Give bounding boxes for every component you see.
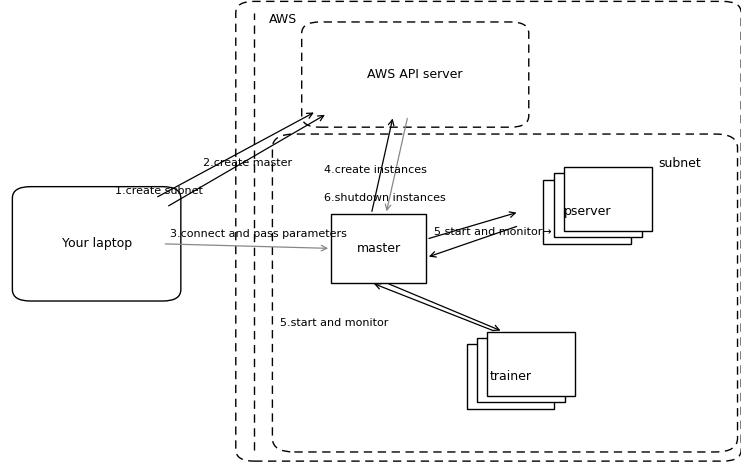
Bar (476, 338, 565, 402)
Text: 4.create instances: 4.create instances (324, 165, 427, 175)
Text: 1.create subnet: 1.create subnet (115, 186, 203, 196)
Text: pserver: pserver (564, 205, 611, 219)
FancyBboxPatch shape (13, 187, 181, 301)
Text: 5.start and monitor: 5.start and monitor (280, 318, 388, 328)
Text: 5.start and monitor→: 5.start and monitor→ (433, 227, 551, 237)
Text: 6.shutdown instances: 6.shutdown instances (324, 193, 445, 203)
Text: trainer: trainer (490, 370, 531, 383)
Bar (564, 167, 652, 231)
Text: 3.connect and pass parameters: 3.connect and pass parameters (170, 229, 347, 239)
Text: AWS: AWS (269, 13, 297, 26)
Text: master: master (356, 242, 401, 255)
Bar (331, 214, 426, 283)
Text: subnet: subnet (658, 157, 701, 170)
Text: 2.create master: 2.create master (203, 158, 292, 168)
Text: AWS API server: AWS API server (368, 68, 463, 81)
Bar (487, 332, 575, 396)
Bar (543, 180, 631, 244)
Bar (554, 173, 642, 237)
Bar (467, 345, 554, 408)
Text: Your laptop: Your laptop (62, 237, 132, 250)
